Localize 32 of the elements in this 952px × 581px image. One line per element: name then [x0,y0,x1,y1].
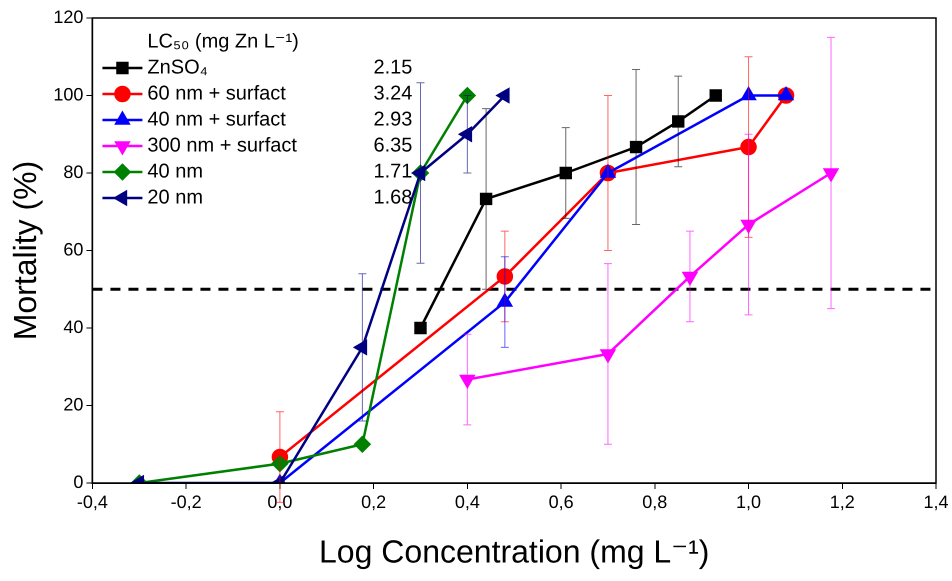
x-tick-label: 1,2 [830,492,855,512]
legend-label: 20 nm [147,186,204,209]
legend-title: LC₅₀ (mg Zn L⁻¹) [147,30,299,53]
x-tick-label: 0,4 [454,492,480,512]
x-axis-title: Log Concentration (mg L⁻¹) [319,534,710,570]
y-tick-label: 100 [53,84,84,104]
annotation: 2.15 [373,56,412,79]
y-tick-label: 120 [53,6,84,27]
legend-label: ZnSO₄ [147,56,208,79]
y-tick-label: 40 [63,316,84,337]
annotation: 2.93 [373,108,412,131]
legend-label: 40 nm + surfact [147,108,286,131]
annotation: 6.35 [373,134,412,157]
legend-label: 60 nm + surfact [147,82,286,105]
legend-label: 300 nm + surfact [147,134,298,157]
legend-label: 40 nm [147,160,204,183]
x-tick-label: -0,4 [76,492,108,512]
x-tick-label: 0,6 [548,492,574,512]
y-axis-title: Mortality (%) [7,160,44,340]
x-tick-label: 1,0 [736,492,762,512]
x-tick-label: 1,4 [923,492,949,512]
x-tick-label: 0,0 [267,492,292,512]
y-tick-label: 20 [63,394,84,414]
annotation: 1.71 [373,160,412,183]
annotation: 1.68 [373,186,412,209]
x-tick-label: 0,2 [361,492,386,512]
y-tick-label: 60 [63,239,84,260]
x-tick-label: 0,8 [642,492,668,512]
y-tick-label: 0 [73,472,84,492]
y-tick-label: 80 [63,162,84,182]
annotation: 3.24 [373,82,412,105]
x-tick-label: -0,2 [170,492,202,512]
